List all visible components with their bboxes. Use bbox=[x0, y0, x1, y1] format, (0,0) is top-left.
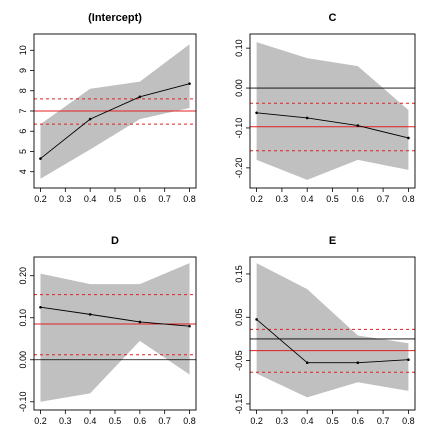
y-tick-label: -0.15 bbox=[234, 394, 244, 415]
y-tick-label: 7 bbox=[18, 108, 28, 113]
panel-title: D bbox=[111, 235, 119, 247]
data-point bbox=[88, 313, 92, 316]
confidence-band bbox=[40, 44, 190, 179]
x-tick-label: 0.2 bbox=[34, 194, 47, 204]
x-tick-label: 0.6 bbox=[352, 194, 365, 204]
data-point bbox=[255, 318, 258, 321]
x-tick-label: 0.7 bbox=[158, 194, 171, 204]
x-tick-label: 0.6 bbox=[134, 416, 147, 426]
y-tick-label: 0.20 bbox=[18, 267, 28, 285]
x-tick-label: 0.8 bbox=[402, 194, 415, 204]
panel-title: C bbox=[329, 12, 337, 24]
x-tick-label: 0.8 bbox=[183, 416, 196, 426]
panel-2: 0.2 0.3 0.4 0.5 0.6 0.7 0.8 -0.20 -0.10 0.00 0.10 C bbox=[234, 12, 416, 204]
data-point bbox=[138, 320, 142, 324]
data-point bbox=[356, 361, 360, 365]
plot-area bbox=[250, 42, 415, 180]
data-point bbox=[356, 124, 360, 127]
x-tick-label: 0.5 bbox=[326, 194, 339, 204]
y-tick-label: -0.20 bbox=[234, 158, 244, 179]
confidence-band bbox=[256, 263, 409, 398]
x-tick-label: 0.8 bbox=[402, 416, 415, 426]
y-tick-label: -0.10 bbox=[18, 392, 28, 413]
x-tick-label: 0.4 bbox=[301, 416, 314, 426]
x-tick-label: 0.2 bbox=[250, 416, 263, 426]
y-tick-label: 10 bbox=[18, 45, 28, 55]
data-point bbox=[188, 82, 191, 85]
data-point bbox=[188, 324, 191, 328]
panel-title: E bbox=[329, 235, 336, 247]
series-line bbox=[40, 83, 190, 159]
data-point bbox=[88, 117, 92, 121]
x-tick-label: 0.7 bbox=[377, 194, 390, 204]
x-tick-label: 0.3 bbox=[59, 416, 72, 426]
y-tick-label: 9 bbox=[18, 68, 28, 73]
series-line bbox=[256, 112, 409, 139]
series-line bbox=[256, 319, 409, 364]
x-tick-label: 0.2 bbox=[34, 416, 47, 426]
y-tick-label: -0.10 bbox=[234, 118, 244, 139]
x-tick-label: 0.5 bbox=[326, 416, 339, 426]
x-tick-label: 0.5 bbox=[109, 194, 122, 204]
x-tick-label: 0.3 bbox=[276, 416, 289, 426]
y-tick-label: 8 bbox=[18, 88, 28, 93]
y-tick-label: 0.00 bbox=[234, 79, 244, 97]
data-point bbox=[305, 361, 309, 365]
y-tick-label: 0.10 bbox=[234, 39, 244, 57]
x-tick-label: 0.5 bbox=[109, 416, 122, 426]
y-tick-label: -0.05 bbox=[234, 350, 244, 371]
panel-1: 0.2 0.3 0.4 0.5 0.6 0.7 0.8 4 5 6 7 8 9 10 (Intercept) bbox=[18, 12, 197, 204]
plot-area bbox=[250, 263, 415, 398]
panel-title: (Intercept) bbox=[88, 12, 142, 24]
y-tick-label: 0.10 bbox=[18, 309, 28, 327]
confidence-band bbox=[256, 42, 409, 180]
x-tick-label: 0.8 bbox=[183, 194, 196, 204]
y-tick-label: 4 bbox=[18, 169, 28, 174]
data-point bbox=[39, 157, 42, 160]
plot-area bbox=[34, 263, 196, 402]
data-point bbox=[305, 116, 309, 120]
data-point bbox=[407, 358, 410, 362]
x-tick-label: 0.2 bbox=[250, 194, 263, 204]
plot-area bbox=[34, 44, 196, 179]
x-tick-label: 0.6 bbox=[134, 194, 147, 204]
x-tick-label: 0.6 bbox=[352, 416, 365, 426]
x-tick-label: 0.3 bbox=[59, 194, 72, 204]
panel-3: 0.2 0.3 0.4 0.5 0.6 0.7 0.8 -0.10 0.00 0.10 0.20 D bbox=[18, 235, 197, 426]
series-line bbox=[40, 306, 190, 327]
x-tick-label: 0.7 bbox=[158, 416, 171, 426]
x-tick-label: 0.4 bbox=[84, 416, 97, 426]
x-tick-label: 0.4 bbox=[301, 194, 314, 204]
y-tick-label: 6 bbox=[18, 129, 28, 134]
x-tick-label: 0.4 bbox=[84, 194, 97, 204]
data-point bbox=[255, 111, 258, 115]
y-tick-label: 0.15 bbox=[234, 265, 244, 283]
y-tick-label: 0.05 bbox=[234, 308, 244, 326]
confidence-band bbox=[40, 263, 190, 402]
y-tick-label: 5 bbox=[18, 149, 28, 154]
x-tick-label: 0.3 bbox=[276, 194, 289, 204]
data-point bbox=[407, 136, 410, 140]
x-tick-label: 0.7 bbox=[377, 416, 390, 426]
data-point bbox=[39, 305, 42, 309]
panel-4: 0.2 0.3 0.4 0.5 0.6 0.7 0.8 -0.15 -0.05 0.05 0.15 E bbox=[234, 235, 416, 426]
data-point bbox=[138, 95, 142, 99]
y-tick-label: 0.00 bbox=[18, 351, 28, 369]
